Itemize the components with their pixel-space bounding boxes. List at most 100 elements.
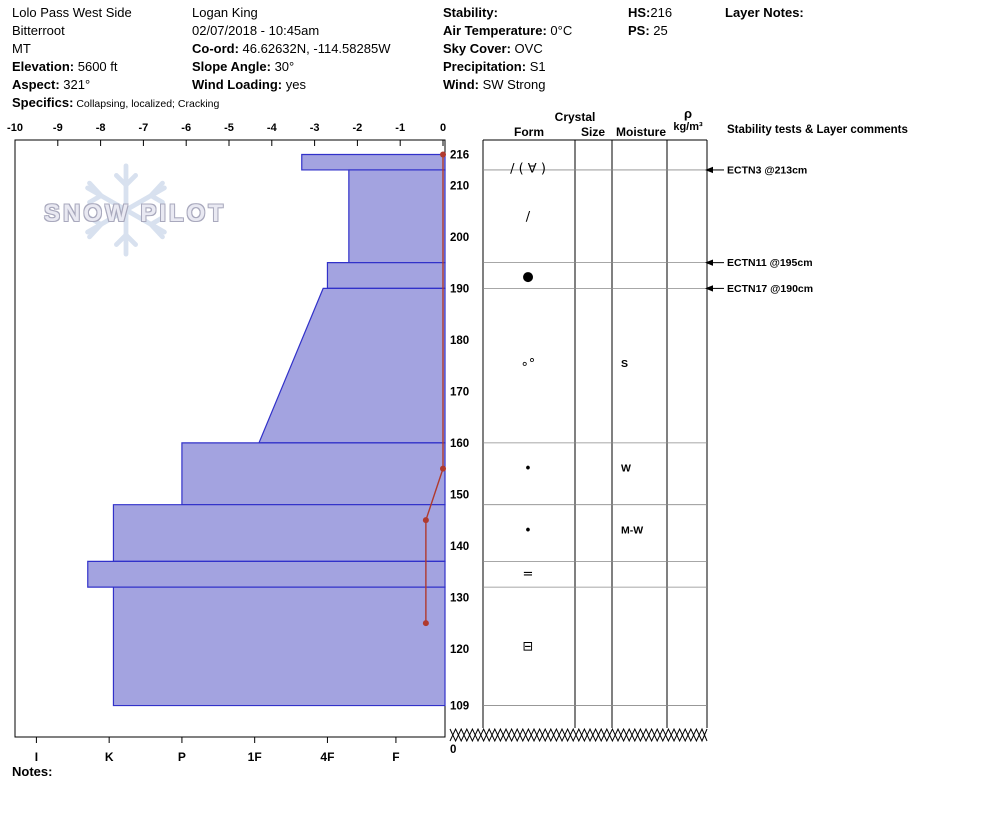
comments-column-header: Stability tests & Layer comments — [727, 124, 908, 136]
sky-cover-label: Sky Cover: — [443, 41, 511, 56]
wind-loading-line: Wind Loading: yes — [192, 76, 390, 94]
depth-tick-label: 170 — [450, 386, 469, 398]
snowflake-icon — [78, 162, 174, 263]
specifics-label: Specifics: — [12, 95, 74, 110]
hardness-axis-tick-label: -5 — [224, 122, 234, 134]
depth-break-zigzag — [449, 727, 708, 743]
temperature-point — [440, 465, 446, 472]
precipitation-label: Precipitation: — [443, 59, 527, 74]
hand-hardness-label: 4F — [320, 750, 334, 764]
stability-label: Stability: — [443, 5, 498, 20]
depth-tick-label: 140 — [450, 541, 469, 553]
snow-layer-bar — [348, 169, 446, 264]
grain-form-symbol: = — [523, 567, 534, 582]
snow-layer-bar — [258, 287, 446, 444]
depth-tick-label: 120 — [450, 644, 469, 656]
size-column-header: Size — [580, 125, 606, 139]
slope-angle-value: 30° — [270, 59, 295, 74]
hardness-axis-tick-label: -10 — [7, 122, 23, 134]
temperature-point — [440, 151, 446, 158]
wind-line: Wind: SW Strong — [443, 76, 572, 94]
precipitation-value: S1 — [526, 59, 546, 74]
stability-line: Stability: — [443, 4, 572, 22]
layer-notes-label: Layer Notes: — [725, 5, 804, 20]
snow-layer-bar — [87, 560, 446, 588]
crystal-column-header: Crystal — [554, 110, 596, 124]
header-observer-block: Logan King 02/07/2018 - 10:45am Co-ord: … — [192, 4, 390, 94]
moisture-value: M-W — [621, 524, 643, 536]
density-rho-header: ρ — [683, 106, 693, 121]
grain-form-symbol: • — [524, 523, 532, 538]
observation-datetime: 02/07/2018 - 10:45am — [192, 23, 320, 38]
air-temp-line: Air Temperature: 0°C — [443, 22, 572, 40]
snow-layer-bar — [326, 262, 446, 289]
elevation-line: Elevation: 5600 ft — [12, 58, 219, 76]
ps-label: PS: — [628, 23, 650, 38]
moisture-value: W — [621, 463, 631, 475]
grain-form-symbol: ● — [522, 270, 533, 285]
air-temp-label: Air Temperature: — [443, 23, 547, 38]
hs-label: HS: — [628, 5, 651, 20]
depth-tick-label: 109 — [450, 701, 469, 713]
depth-tick-label: 180 — [450, 335, 469, 347]
sky-cover-line: Sky Cover: OVC — [443, 40, 572, 58]
hand-hardness-label: P — [178, 750, 186, 764]
hardness-axis-tick-label: -2 — [353, 122, 363, 134]
test-arrow-head-icon — [705, 259, 713, 266]
depth-tick-label: 200 — [450, 232, 469, 244]
hs-value: 216 — [650, 5, 673, 20]
coord-line: Co-ord: 46.62632N, -114.58285W — [192, 40, 390, 58]
header-location-block: Lolo Pass West Side Bitterroot MT Elevat… — [12, 4, 219, 113]
grain-form-symbol: ∘° — [521, 357, 536, 372]
aspect-line: Aspect: 321° — [12, 76, 219, 94]
depth-zero-label: 0 — [450, 744, 456, 756]
depth-tick-label: 160 — [450, 438, 469, 450]
precipitation-line: Precipitation: S1 — [443, 58, 572, 76]
coord-value: 46.62632N, -114.58285W — [238, 41, 391, 56]
specifics-value: Collapsing, localized; Cracking — [73, 98, 220, 110]
slope-angle-label: Slope Angle: — [192, 59, 271, 74]
depth-tick-label: 150 — [450, 489, 469, 501]
snow-layer-bar — [301, 153, 446, 171]
sky-cover-value: OVC — [510, 41, 543, 56]
header-totals-block: HS:216 PS: 25 — [628, 4, 672, 40]
hardness-axis-tick-label: -7 — [139, 122, 149, 134]
hardness-axis-tick-label: -1 — [395, 122, 405, 134]
depth-tick-label: 130 — [450, 592, 469, 604]
air-temp-value: 0°C — [546, 23, 573, 38]
stability-test-label: ECTN17 @190cm — [727, 283, 813, 295]
state: MT — [12, 41, 31, 56]
ps-line: PS: 25 — [628, 22, 672, 40]
moisture-value: S — [621, 358, 628, 370]
aspect-label: Aspect: — [12, 77, 60, 92]
grain-form-symbol: • — [524, 462, 532, 477]
hardness-axis-tick-label: -9 — [53, 122, 63, 134]
hand-hardness-label: K — [105, 750, 114, 764]
observer-name: Logan King — [192, 5, 258, 20]
hs-line: HS:216 — [628, 4, 672, 22]
header-conditions-block: Stability: Air Temperature: 0°C Sky Cove… — [443, 4, 572, 94]
stability-test-label: ECTN11 @195cm — [727, 257, 813, 269]
elevation-value: 5600 ft — [74, 59, 118, 74]
hardness-axis-tick-label: -6 — [181, 122, 191, 134]
watermark-text: SNOW PILOT — [44, 200, 226, 227]
depth-break-zigzag — [449, 727, 708, 743]
wind-loading-label: Wind Loading: — [192, 77, 283, 92]
grain-form-symbol: ⊟ — [523, 639, 534, 654]
temperature-point — [422, 620, 429, 627]
hardness-axis-tick-label: 0 — [440, 122, 446, 134]
notes-label: Notes: — [12, 764, 53, 779]
elevation-label: Elevation: — [12, 59, 75, 74]
header-layer-notes-block: Layer Notes: — [725, 4, 804, 22]
depth-tick-label: 216 — [450, 150, 469, 162]
slope-angle-line: Slope Angle: 30° — [192, 58, 390, 76]
hardness-axis-tick-label: -4 — [267, 122, 278, 134]
specifics-line: Specifics: Collapsing, localized; Cracki… — [12, 94, 219, 113]
depth-tick-label: 190 — [450, 283, 469, 295]
mountain-range: Bitterroot — [12, 23, 65, 38]
layer-notes-line: Layer Notes: — [725, 4, 804, 22]
form-column-header: Form — [514, 125, 544, 139]
hand-hardness-label: F — [392, 750, 399, 764]
